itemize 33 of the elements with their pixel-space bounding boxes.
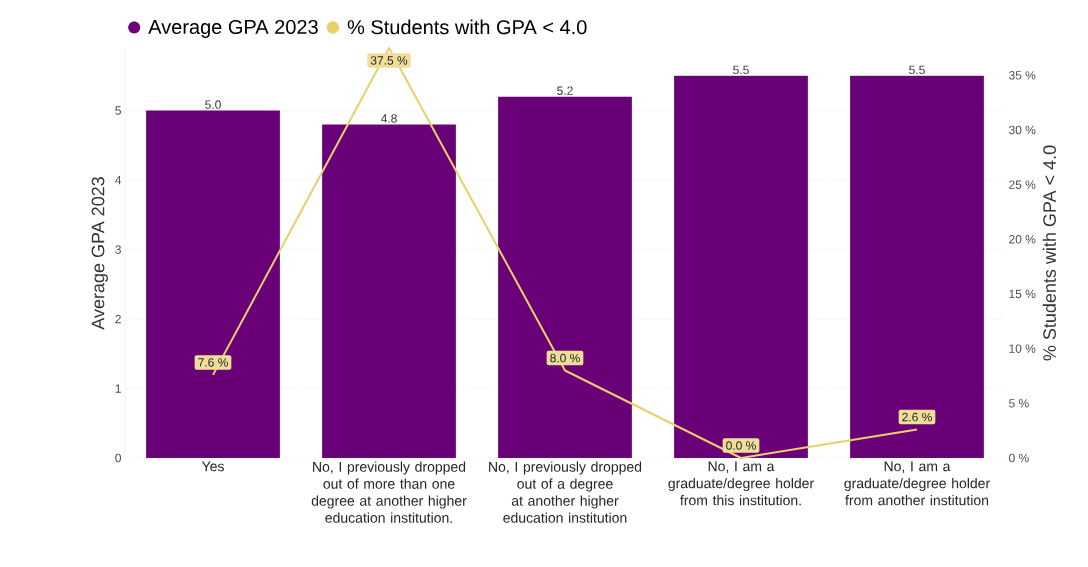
y-tick-label: 4: [115, 175, 122, 185]
y2-tick-label: 35 %: [1008, 71, 1036, 80]
y2-tick-label: 0 %: [1009, 453, 1029, 463]
data-label: 37.5 %: [370, 56, 408, 65]
data-label: 5.2: [557, 86, 573, 95]
y2-tick-label: 10 %: [1009, 344, 1036, 353]
x-tick-label: Yes: [201, 461, 224, 472]
y-tick-label: 3: [115, 245, 121, 254]
y2-axis-title: % Students with GPA < 4.0: [1042, 145, 1056, 361]
y2-tick-label: 15 %: [1009, 289, 1036, 299]
y-tick-label: 5: [115, 106, 121, 115]
y2-tick-label: 5 %: [1009, 399, 1029, 408]
y2-tick-label: 30 %: [1008, 125, 1036, 135]
data-label: 7.6 %: [198, 358, 228, 367]
y-axis-title: Average GPA 2023: [91, 177, 108, 330]
data-label: 5.0: [205, 100, 221, 109]
data-label: 5.5: [909, 65, 925, 75]
x-tick-label: No, I previously dropped out of more than one degree at another higher education institution.: [311, 461, 467, 523]
y-tick-label: 2: [115, 314, 121, 324]
legend-label: Average GPA 2023: [148, 19, 318, 38]
data-label: 4.8: [380, 114, 397, 123]
x-tick-label: No, I am a graduate/degree holder from this institution.: [668, 461, 814, 506]
y2-tick-label: 25 %: [1009, 180, 1036, 189]
x-tick-label: No, I previously dropped out of a degree at another higher education institution: [489, 461, 642, 523]
y2-tick-label: 20 %: [1009, 235, 1036, 244]
data-label: 2.6 %: [902, 412, 932, 422]
y-tick-label: 1: [115, 384, 121, 393]
data-label: 0.0 %: [726, 441, 756, 450]
y-tick-label: 0: [115, 453, 122, 463]
x-tick-label: No, I am a graduate/degree holder from another institution: [844, 461, 990, 506]
legend-label: % Students with GPA < 4.0: [347, 19, 587, 35]
data-label: 8.0 %: [550, 353, 580, 363]
data-label: 5.5: [733, 65, 749, 75]
